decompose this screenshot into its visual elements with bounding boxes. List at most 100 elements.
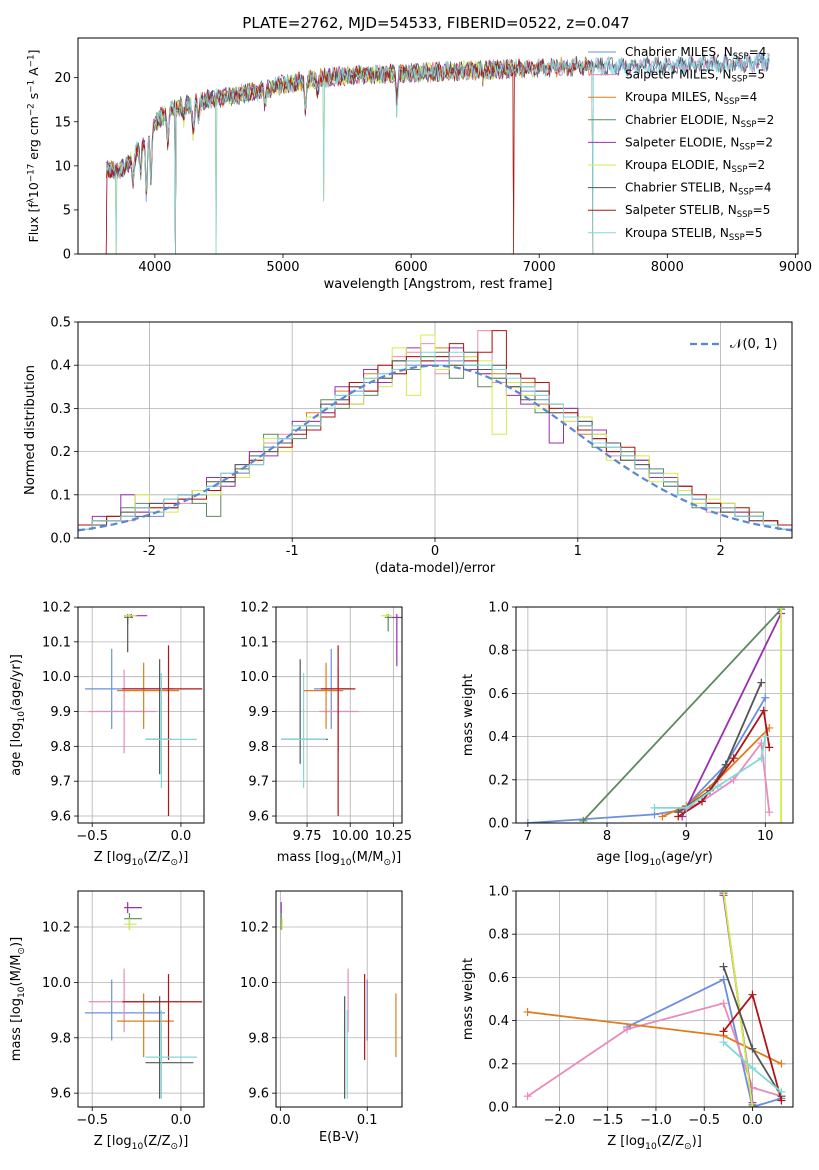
x-tick-label: −2.0	[544, 1113, 576, 1128]
legend-tail: =2	[747, 158, 765, 172]
weight-marker-kroupa_elodie	[719, 891, 728, 895]
weight-marker-chabrier_miles	[719, 975, 728, 984]
y-tick-label: 10.0	[42, 976, 71, 991]
figure-title: PLATE=2762, MJD=54533, FIBERID=0522, z=0…	[242, 14, 629, 32]
x-tick-label: 1	[574, 544, 582, 559]
legend-tail: =5	[747, 68, 765, 82]
panels: 4000 5000 6000 7000 8000 900005101520waveleng…	[9, 37, 812, 1152]
x-tick-label: 0.1	[357, 1113, 378, 1128]
spectrum-line-chabrier_miles	[105, 52, 770, 254]
legend-tail: =2	[755, 135, 773, 149]
x-tick-label: 9000	[779, 260, 812, 275]
weight-marker-kroupa_stelib	[719, 1038, 728, 1047]
y-tick-label: 0.6	[488, 971, 509, 986]
x-tick-label: 9	[682, 829, 690, 844]
x-tick-label: −0.5	[76, 1113, 108, 1128]
legend-sub: SSP	[732, 75, 748, 85]
gaussian-curve	[78, 364, 792, 532]
x-tick-label: 6000	[395, 260, 428, 275]
y-tick-label: 10.2	[42, 921, 71, 936]
label-part: Flux [f	[26, 203, 41, 243]
y-tick-label: 10.0	[240, 976, 269, 991]
y-tick-label: 9.9	[50, 705, 71, 720]
panel-weight_vs_Z: −2.0 −1.5 −1.0 −0.5 0.0 0.0 0.2 0.4 0.6 0.8 1.0 Z […	[461, 885, 794, 1152]
legend-text: Kroupa ELODIE, N	[625, 158, 732, 172]
weight-marker-chabrier_stelib	[719, 962, 728, 971]
spectrum-line-chabrier_stelib	[106, 53, 770, 254]
plot-area-spectrum	[105, 52, 770, 254]
weight-marker-salpeter_miles	[719, 999, 728, 1008]
label-part: age [log	[9, 723, 24, 776]
legend-text: Salpeter ELODIE, N	[625, 135, 739, 149]
axes-frame	[515, 606, 794, 824]
y-tick-label: 0.4	[488, 730, 509, 745]
label-part: (Z/Z	[143, 850, 170, 865]
label-part: (M/M	[9, 955, 24, 987]
label-part: −1	[27, 54, 37, 67]
y-tick-label: 5	[63, 203, 71, 218]
x-tick-label: −0.5	[76, 829, 108, 844]
label-part: ⊙	[383, 858, 391, 868]
y-tick-label: 15	[54, 115, 71, 130]
y-axis-label: age [log10(age/yr)]	[9, 654, 27, 776]
plot-area-residuals	[78, 330, 792, 538]
y-tick-label: 9.7	[50, 775, 71, 790]
legend-text: Kroupa STELIB, N	[625, 226, 729, 240]
y-tick-label: 9.7	[248, 775, 269, 790]
label-part: age [log	[596, 850, 649, 865]
legend-text: Kroupa MILES, N	[625, 90, 724, 104]
y-tick-label: 0.5	[50, 316, 71, 331]
y-tick-label: 10.2	[42, 601, 71, 616]
y-tick-label: 0.4	[50, 359, 71, 374]
x-tick-label: 0.0	[171, 829, 192, 844]
x-tick-label: 7	[524, 829, 532, 844]
y-tick-label: 9.9	[248, 705, 269, 720]
legend-tail: =5	[745, 226, 763, 240]
y-tick-label: 9.8	[248, 1031, 269, 1046]
label-part: ]	[26, 50, 41, 55]
x-axis-label: Z [log10(Z/Z⊙)]	[607, 1134, 702, 1152]
y-tick-label: 0.2	[50, 445, 71, 460]
weight-marker-salpeter_stelib	[759, 706, 768, 715]
label-part: ⊙	[684, 1142, 692, 1152]
axes-frame	[77, 606, 205, 824]
axes-frame	[275, 606, 403, 824]
weight-marker-salpeter_stelib	[674, 812, 683, 821]
y-tick-label: 0	[63, 248, 71, 263]
panel-mass_vs_ebv: 0.0 0.1 9.6 9.8 10.0 10.2 E(B-V)	[240, 890, 403, 1145]
y-tick-label: 9.8	[50, 1031, 71, 1046]
weight-marker-chabrier_elodie	[579, 816, 588, 823]
label-part: Z [log	[94, 850, 132, 865]
label-part: 10	[17, 711, 27, 723]
x-tick-label: 0.0	[171, 1113, 192, 1128]
weight-marker-salpeter_miles	[622, 1025, 631, 1034]
legend-text: Chabrier ELODIE, N	[625, 113, 741, 127]
label-part: )]	[391, 850, 401, 865]
x-tick-label: -2	[143, 544, 156, 559]
y-tick-label: 20	[54, 71, 71, 86]
plot-area-age_vs_mass	[281, 613, 402, 817]
label-part: (M/M	[352, 850, 384, 865]
x-axis-label: wavelength [Angstrom, rest frame]	[324, 277, 553, 292]
weight-line-kroupa_miles	[662, 727, 770, 818]
label-part: mass [log	[277, 850, 340, 865]
label-part: 10	[340, 858, 352, 868]
y-tick-label: 1.0	[488, 601, 509, 616]
y-tick-label: 0.2	[488, 1057, 509, 1072]
legend-label-gauss: 𝒩(0, 1)	[730, 337, 777, 352]
legend-sub: SSP	[733, 52, 749, 62]
weight-marker-kroupa_miles	[777, 1059, 786, 1068]
label-part: 10	[132, 858, 144, 868]
legend-sub: SSP	[732, 165, 748, 175]
axes-frame	[515, 890, 794, 1108]
legend-tail: =2	[757, 113, 775, 127]
label-part: Z [log	[607, 1134, 645, 1149]
label-part: )]	[178, 1134, 188, 1149]
weight-marker-kroupa_elodie	[777, 819, 786, 823]
plot-area-weight_vs_age	[523, 607, 786, 823]
x-tick-label: 2	[716, 544, 724, 559]
legend-tail: =4	[740, 90, 758, 104]
panel-age_vs_Z: −0.5 0.09.69.79.89.910.010.110.2Z [log10(…	[9, 601, 205, 868]
x-tick-label: −1.5	[592, 1113, 624, 1128]
